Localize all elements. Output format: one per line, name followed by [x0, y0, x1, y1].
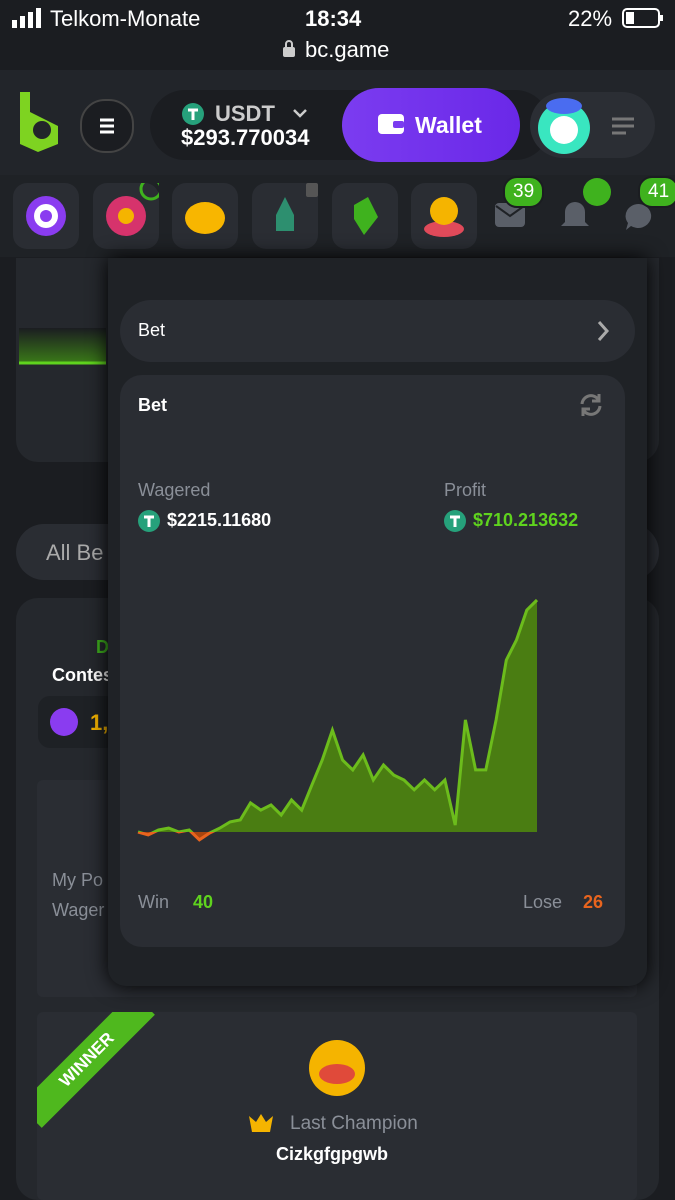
dropdown-icon [293, 109, 307, 118]
logo[interactable] [16, 92, 62, 152]
url[interactable]: bc.game [305, 37, 390, 62]
bell-icon[interactable] [560, 200, 590, 232]
tether-icon [182, 103, 204, 125]
bg-my-position: My Po [52, 870, 104, 890]
tether-icon [444, 510, 466, 532]
win: 40 [193, 892, 214, 912]
gift-badge [583, 178, 611, 206]
wheel-icon[interactable] [93, 177, 163, 249]
tether-icon [138, 510, 160, 532]
chat-icon[interactable] [624, 202, 654, 232]
bg-winner: WINNER Last Champion Cizkgfgpgwb [37, 1012, 637, 1200]
stats-card [120, 375, 625, 947]
mail-badge: 39 [503, 176, 545, 208]
win-label: Win [138, 892, 169, 912]
mail-icon[interactable] [494, 202, 526, 228]
champion-name: Cizkgfgpgwb [276, 1144, 388, 1164]
loss-line [137, 832, 216, 842]
wallet-label: Wallet [415, 112, 482, 138]
signal-icon [12, 8, 41, 28]
carrier: Telkom-Monate [50, 6, 201, 31]
bg-tab[interactable]: All Be [46, 540, 104, 565]
profile-box[interactable] [530, 92, 655, 158]
bg-wagered: Wager [52, 900, 105, 920]
rocket-icon[interactable] [252, 183, 318, 249]
last-champion: Last Champion [290, 1113, 418, 1134]
battery: 22% [568, 6, 613, 31]
bg-amount-box [38, 696, 118, 748]
battery-icon [622, 8, 663, 28]
bet-select-label: Bet [138, 320, 166, 340]
tag-icon[interactable] [332, 183, 398, 249]
currency: USDT [215, 101, 275, 126]
time: 18:34 [305, 6, 362, 31]
piggy-icon[interactable] [172, 183, 238, 249]
bg-amount: 1, [90, 710, 109, 735]
spin-icon[interactable] [13, 183, 79, 249]
wagered: $2215.11680 [167, 510, 272, 530]
coin-icon[interactable] [411, 183, 477, 249]
profit-chart [137, 598, 539, 842]
bg-contest: Contes [52, 665, 114, 685]
bg-contest-label: D [96, 637, 109, 657]
profit-line [138, 598, 539, 832]
lose: 26 [583, 892, 604, 912]
lock-icon [283, 40, 295, 57]
wallet-button[interactable]: Wallet [342, 88, 520, 162]
chat-badge: 41 [638, 176, 675, 208]
lose-label: Lose [523, 892, 563, 912]
winner-ribbon: WINNER [37, 1012, 155, 1128]
profit-area [138, 600, 537, 832]
refresh-icon[interactable] [578, 392, 604, 418]
balance: $293.770034 [181, 125, 310, 150]
wagered-label: Wagered [138, 480, 211, 500]
menu-button[interactable] [80, 99, 134, 153]
profit: $710.213632 [473, 510, 579, 530]
bet-select[interactable]: Bet [120, 300, 635, 362]
card-title: Bet [138, 395, 168, 415]
profit-label: Profit [444, 480, 487, 500]
